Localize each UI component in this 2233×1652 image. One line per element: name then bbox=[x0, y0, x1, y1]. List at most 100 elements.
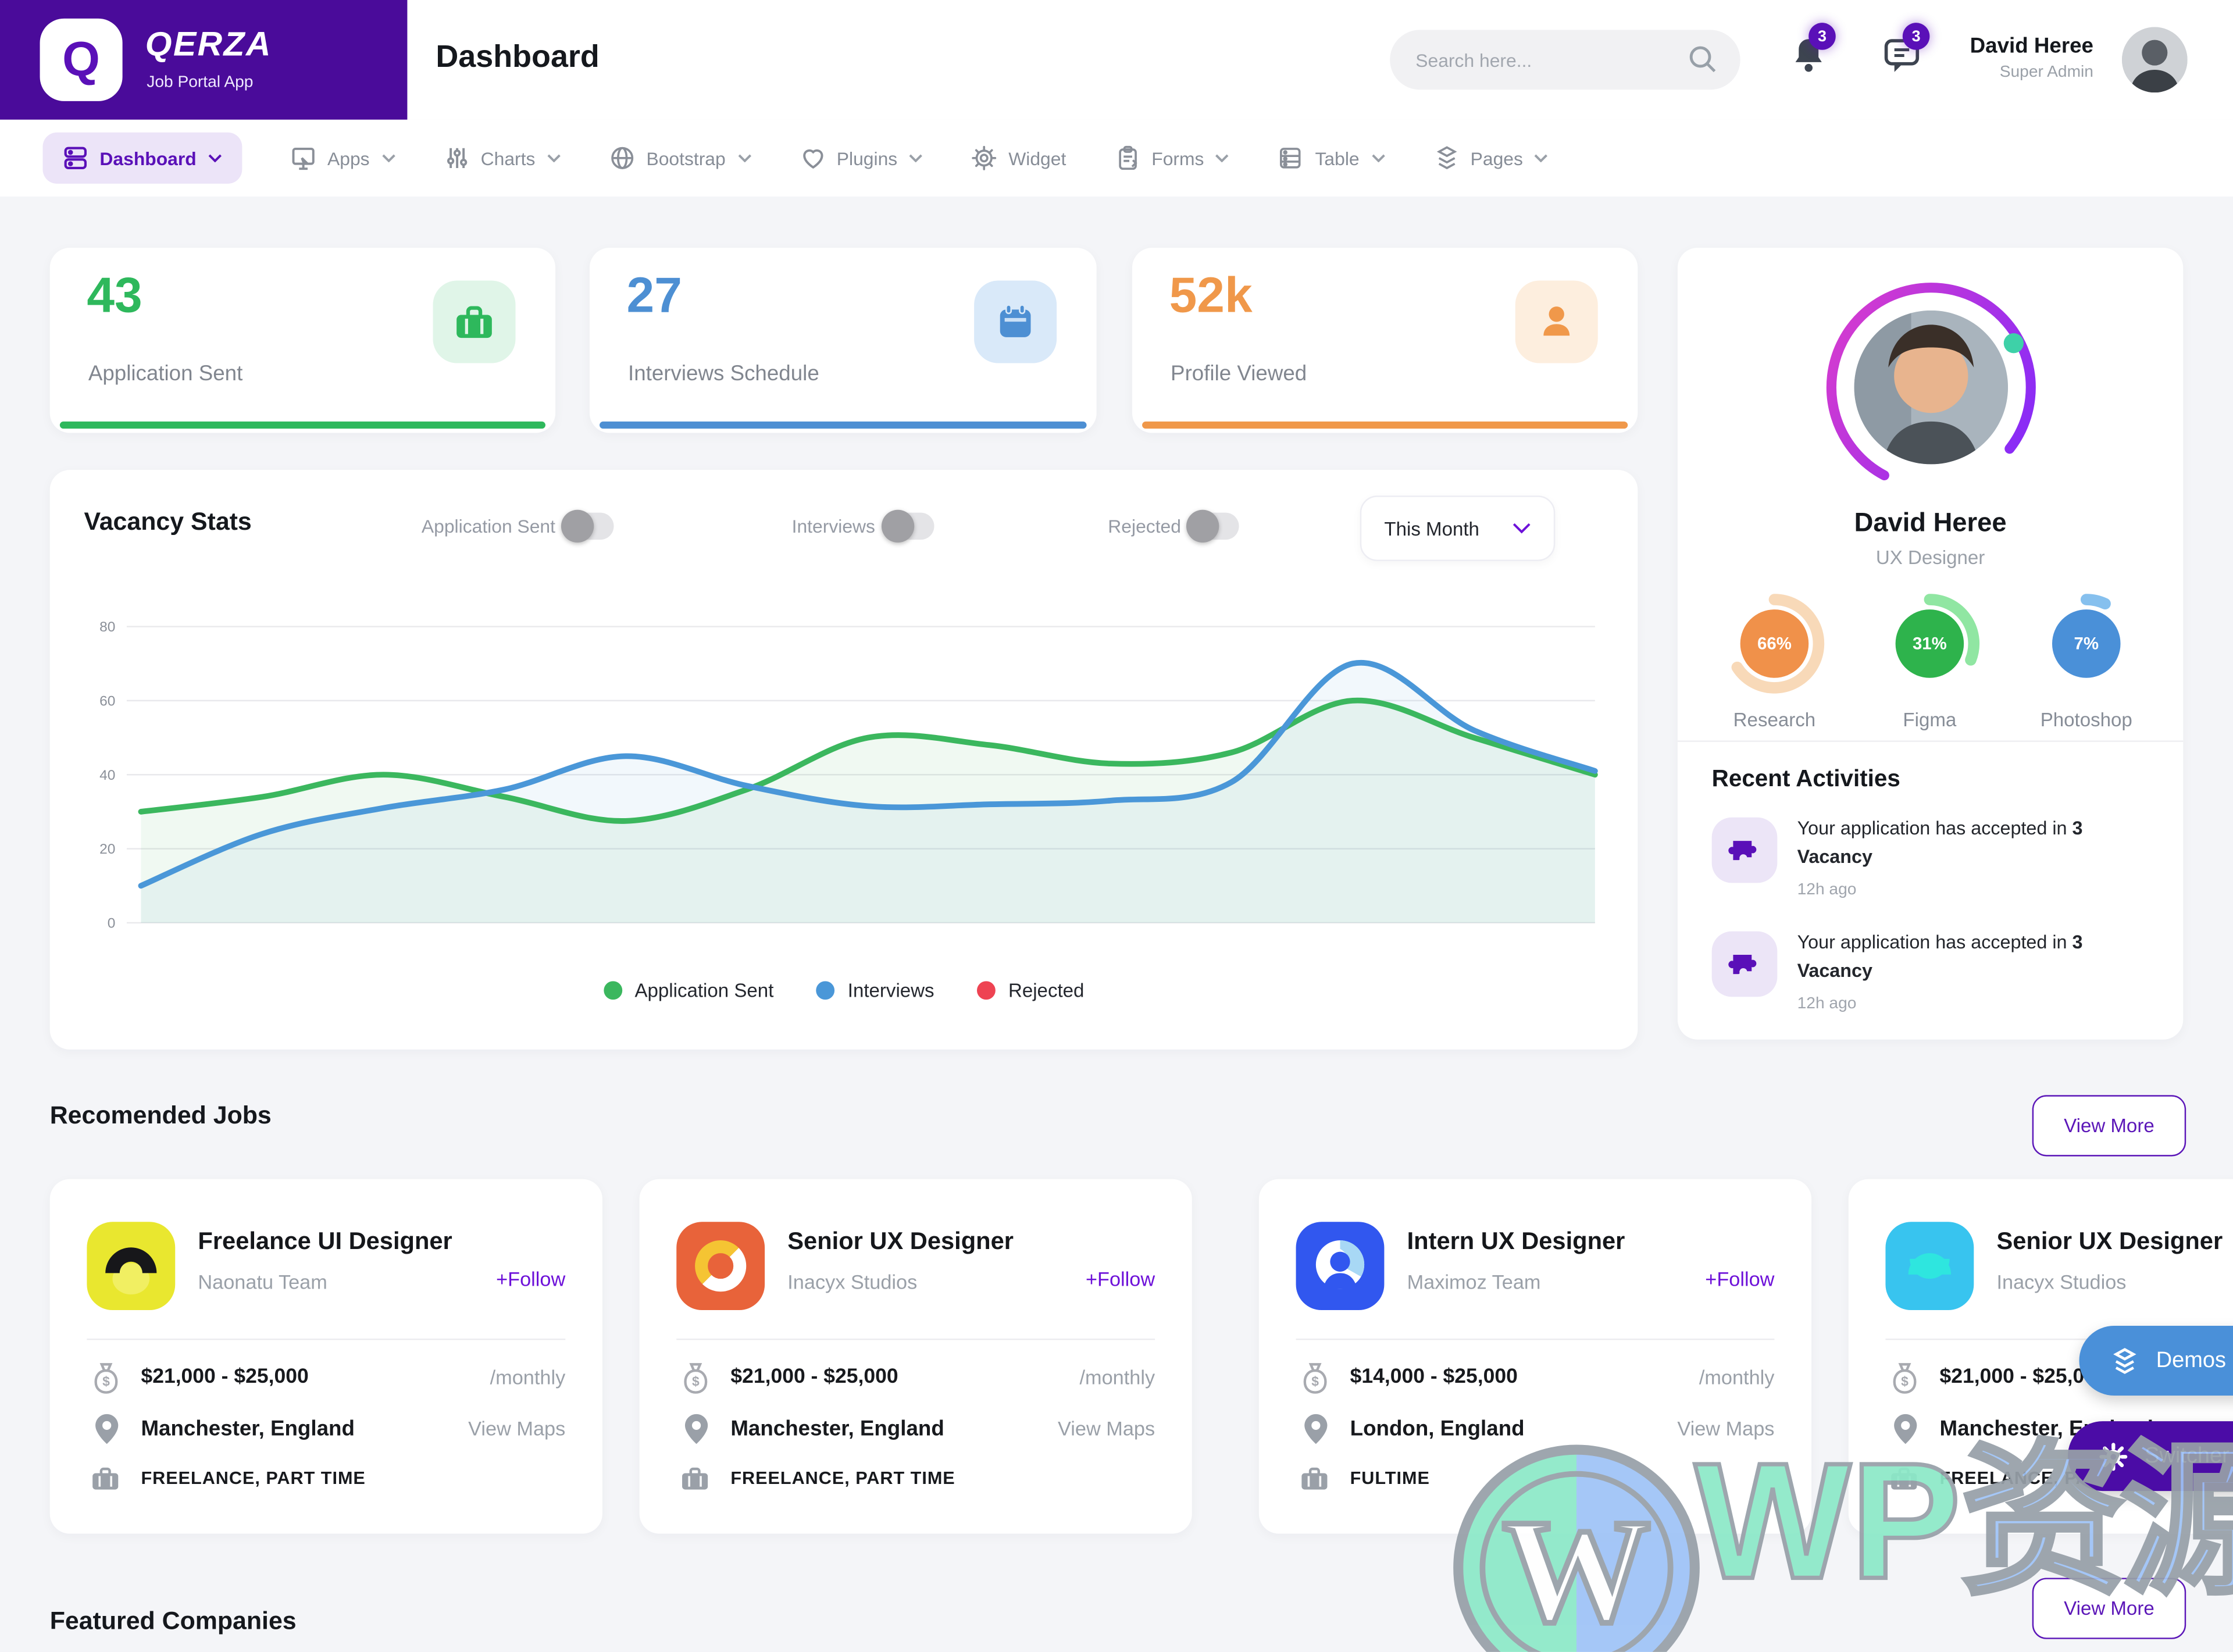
chevron-down-icon bbox=[737, 154, 751, 163]
user-avatar[interactable] bbox=[2121, 27, 2188, 93]
chevron-down-icon bbox=[1216, 154, 1229, 163]
money-bag-icon: $ bbox=[1299, 1361, 1331, 1407]
map-pin-icon bbox=[1301, 1412, 1330, 1454]
search-icon[interactable] bbox=[1686, 42, 1721, 84]
job-card-freelance-ui-designer[interactable]: Freelance UI Designer Naonatu Team +Foll… bbox=[49, 1179, 602, 1534]
job-company: Inacyx Studios bbox=[1996, 1270, 2127, 1293]
briefcase-icon bbox=[91, 1464, 120, 1500]
notifications-button[interactable]: 3 bbox=[1789, 23, 1836, 84]
nav-item-apps[interactable]: Apps bbox=[290, 145, 395, 171]
skill-label: Figma bbox=[1903, 709, 1957, 731]
divider bbox=[1885, 1339, 2233, 1340]
period-dropdown[interactable]: This Month bbox=[1360, 495, 1556, 561]
job-type: FULTIME bbox=[1350, 1468, 1430, 1489]
svg-text:$: $ bbox=[102, 1373, 110, 1389]
job-title: Senior UX Designer bbox=[787, 1228, 1014, 1255]
brand-logo-block[interactable]: Q QERZA Job Portal App bbox=[0, 0, 408, 120]
skill-ring bbox=[1924, 594, 1980, 666]
layers-icon bbox=[2113, 1347, 2136, 1373]
company-logo-naonatu bbox=[87, 1222, 176, 1311]
legend-dot-red bbox=[977, 981, 996, 1000]
job-salary: $21,000 - $25,000 bbox=[730, 1365, 898, 1389]
job-card-senior-ux-designer[interactable]: Senior UX Designer Inacyx Studios +Follo… bbox=[639, 1179, 1192, 1534]
skill-figma: 31% Figma bbox=[1852, 590, 2008, 730]
nav-item-widget[interactable]: Widget bbox=[972, 145, 1066, 171]
interviews-toggle[interactable] bbox=[880, 509, 934, 543]
legend-label: Interviews bbox=[847, 979, 934, 1001]
follow-button[interactable]: +Follow bbox=[1705, 1267, 1775, 1290]
switcher-button[interactable]: Switcher bbox=[2067, 1421, 2233, 1492]
job-card-intern-ux-designer[interactable]: Intern UX Designer Maximoz Team +Follow … bbox=[1258, 1179, 1812, 1534]
dashboard-icon bbox=[64, 147, 87, 170]
featured-view-more-button[interactable]: View More bbox=[2032, 1578, 2186, 1639]
divider bbox=[87, 1339, 566, 1340]
salary-row: $ $21,000 - $25,000 /monthly bbox=[1885, 1361, 2233, 1398]
nav-item-forms[interactable]: Forms bbox=[1115, 145, 1230, 171]
rejected-toggle[interactable] bbox=[1186, 509, 1240, 543]
application-sent-toggle[interactable] bbox=[561, 509, 614, 543]
follow-button[interactable]: +Follow bbox=[1086, 1267, 1155, 1290]
nav-item-table[interactable]: Table bbox=[1278, 145, 1385, 171]
legend-interviews: Interviews bbox=[816, 980, 934, 1001]
view-maps-link[interactable]: View Maps bbox=[1677, 1416, 1775, 1440]
job-location: Manchester, England bbox=[730, 1416, 944, 1442]
profile-photo[interactable] bbox=[1854, 310, 2009, 465]
job-salary: $14,000 - $25,000 bbox=[1350, 1365, 1518, 1389]
brand-q-icon: Q bbox=[40, 18, 123, 101]
legend-application-sent: Application Sent bbox=[603, 980, 773, 1001]
nav-item-plugins[interactable]: Plugins bbox=[800, 145, 923, 171]
nav-item-pages[interactable]: Pages bbox=[1433, 145, 1549, 171]
nav-item-charts[interactable]: Charts bbox=[444, 145, 561, 171]
recomended-jobs-heading: Recomended Jobs bbox=[49, 1101, 272, 1130]
calendar-icon bbox=[974, 280, 1057, 363]
featured-companies-heading: Featured Companies bbox=[49, 1606, 297, 1635]
divider bbox=[1677, 740, 2184, 742]
page-title: Dashboard bbox=[436, 38, 600, 74]
nav-item-dashboard[interactable]: Dashboard bbox=[42, 132, 242, 184]
activity-time: 12h ago bbox=[1797, 880, 1857, 898]
nav-item-bootstrap[interactable]: Bootstrap bbox=[609, 145, 751, 171]
stat-card-interviews-schedule: 27 Interviews Schedule bbox=[589, 248, 1097, 433]
svg-text:$: $ bbox=[692, 1373, 700, 1389]
activity-text: Your application has accepted in 3 Vacan… bbox=[1797, 817, 2083, 867]
divider bbox=[676, 1339, 1155, 1340]
switcher-label: Switcher bbox=[2145, 1443, 2230, 1468]
nav-label: Bootstrap bbox=[646, 147, 726, 169]
messages-button[interactable]: 3 bbox=[1883, 23, 1930, 84]
skill-ring bbox=[2080, 594, 2111, 610]
view-maps-link[interactable]: View Maps bbox=[1058, 1416, 1155, 1440]
brand-name: QERZA bbox=[145, 26, 272, 65]
nav-label: Pages bbox=[1470, 147, 1523, 169]
skill-percent: 7% bbox=[2052, 609, 2121, 678]
search-input[interactable] bbox=[1390, 30, 1675, 90]
table-icon bbox=[1280, 148, 1301, 169]
chart-legend: Application Sent Interviews Rejected bbox=[50, 980, 1638, 1001]
vacancy-stats-card: Vacancy Stats Application Sent Interview… bbox=[49, 470, 1638, 1050]
toggle-label: Interviews bbox=[791, 515, 875, 537]
legend-label: Rejected bbox=[1008, 979, 1085, 1001]
skill-percent: 31% bbox=[1895, 609, 1964, 678]
map-pin-icon bbox=[682, 1412, 711, 1454]
main-navbar: Dashboard Apps Charts Bootstrap bbox=[0, 119, 2233, 197]
view-maps-link[interactable]: View Maps bbox=[468, 1416, 566, 1440]
activity-item[interactable]: Your application has accepted in 3 Vacan… bbox=[1711, 929, 2158, 1012]
user-menu[interactable]: David Heree Super Admin bbox=[1934, 34, 2093, 81]
follow-button[interactable]: +Follow bbox=[496, 1267, 566, 1290]
svg-text:60: 60 bbox=[99, 693, 115, 709]
stat-value: 52k bbox=[1169, 267, 1253, 323]
location-row: Manchester, England View Maps bbox=[676, 1412, 1155, 1450]
job-salary: $21,000 - $25,000 bbox=[141, 1365, 309, 1389]
stat-card-application-sent: 43 Application Sent bbox=[49, 248, 556, 433]
jobs-view-more-button[interactable]: View More bbox=[2032, 1095, 2186, 1157]
demos-button[interactable]: Demos bbox=[2079, 1326, 2233, 1396]
gear-icon bbox=[2099, 1442, 2128, 1471]
job-title: Freelance UI Designer bbox=[198, 1228, 452, 1255]
chevron-down-icon bbox=[909, 154, 923, 163]
toggle-label: Rejected bbox=[1108, 515, 1181, 537]
chat-icon bbox=[1884, 39, 1920, 72]
job-company: Inacyx Studios bbox=[787, 1270, 918, 1293]
activity-item[interactable]: Your application has accepted in 3 Vacan… bbox=[1711, 815, 2158, 898]
skill-research: 66% Research bbox=[1696, 590, 1853, 730]
location-row: Manchester, England View Maps bbox=[87, 1412, 565, 1450]
